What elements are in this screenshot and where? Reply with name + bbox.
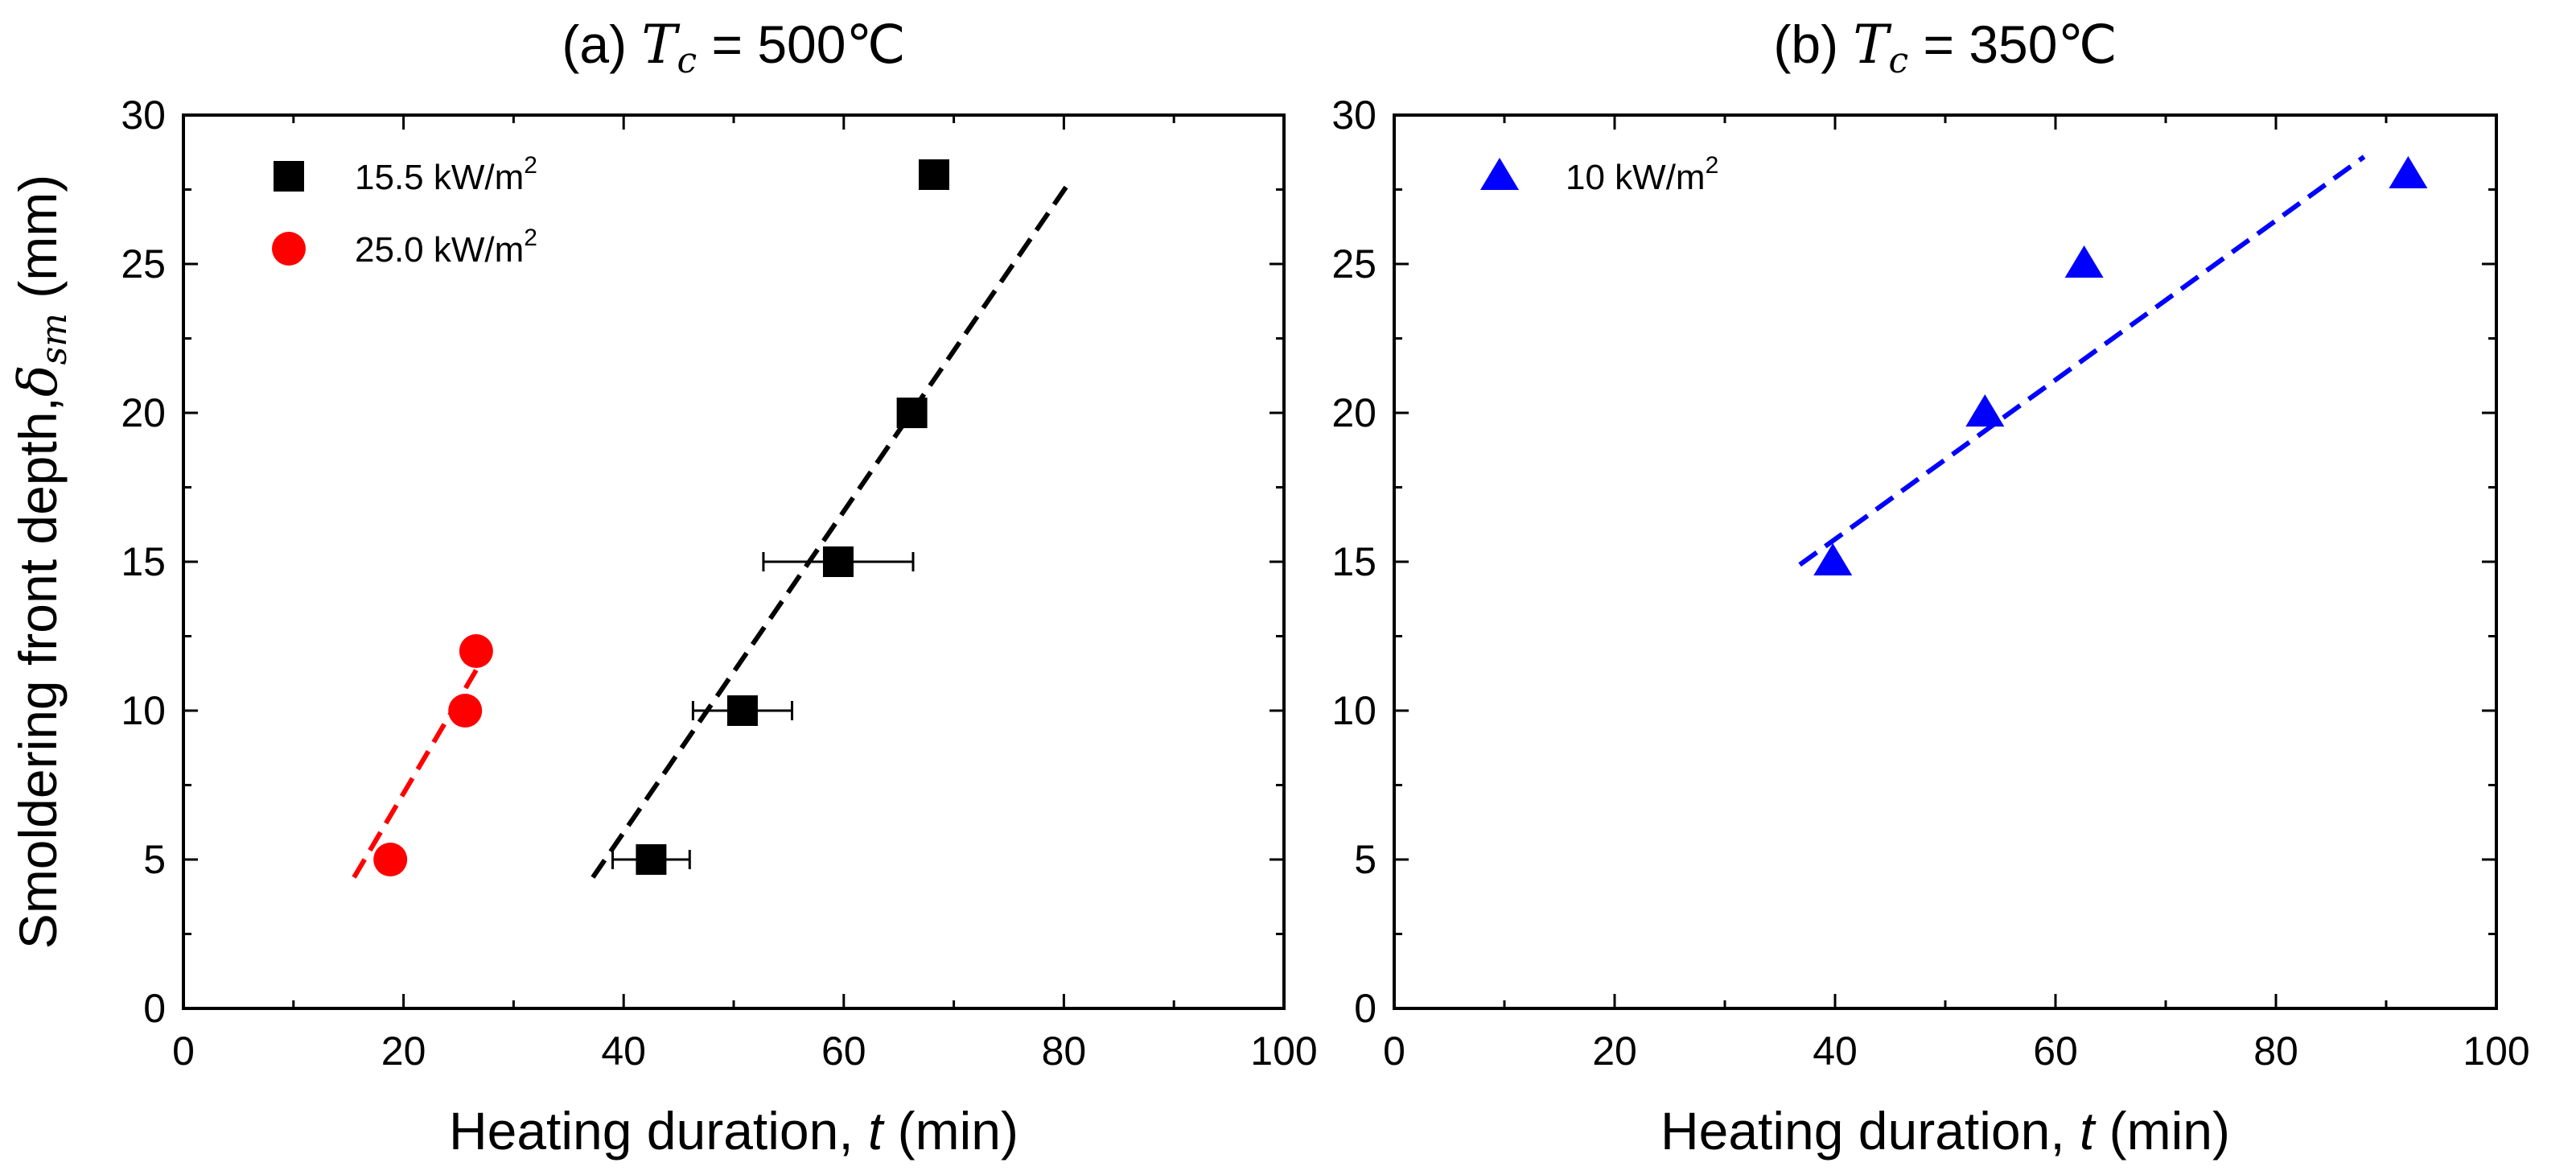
data-point — [448, 694, 483, 728]
x-axis-label: Heating duration, t (min) — [1660, 1101, 2230, 1161]
x-tick-label: 100 — [1250, 1029, 1317, 1074]
legend-label: 10 kW/m2 — [1566, 152, 1718, 197]
x-tick-label: 0 — [172, 1029, 195, 1074]
title-prefix: (a) — [562, 14, 641, 74]
data-point — [2064, 245, 2104, 278]
x-tick-label: 60 — [2033, 1029, 2078, 1074]
y-tick-label: 15 — [1331, 539, 1376, 584]
x-tick-label: 100 — [2463, 1029, 2529, 1074]
y-tick-label: 10 — [121, 688, 166, 733]
title-subscript: c — [1888, 40, 1908, 81]
data-point — [459, 634, 493, 668]
x-axis-label-unit: (min) — [883, 1101, 1018, 1161]
x-axis-label-unit: (min) — [2094, 1101, 2230, 1161]
x-tick-label: 20 — [1592, 1029, 1637, 1074]
legend-label-superscript: 2 — [524, 152, 537, 179]
plot-frame — [182, 113, 1286, 1010]
y-tick-label: 5 — [143, 837, 166, 882]
y-axis-label-unit: (mm) — [8, 175, 68, 313]
series-1: 25.0 kW/m2 — [272, 225, 537, 879]
fit-line — [352, 655, 487, 879]
y-tick-label: 10 — [1331, 688, 1376, 733]
data-point — [1813, 543, 1853, 575]
data-point — [822, 546, 854, 577]
y-tick-label: 30 — [121, 93, 166, 138]
legend-marker — [274, 161, 304, 192]
title-prefix: (b) — [1773, 14, 1853, 74]
x-tick-label: 20 — [381, 1029, 426, 1074]
y-tick-label: 5 — [1354, 837, 1376, 882]
data-point — [636, 844, 667, 875]
x-tick-label: 0 — [1383, 1029, 1405, 1074]
title-suffix: = 350℃ — [1908, 14, 2117, 74]
x-tick-label: 60 — [821, 1029, 866, 1074]
x-tick-label: 40 — [601, 1029, 646, 1074]
chart-title: (b) Tc = 350℃ — [1773, 14, 2117, 81]
y-tick-label: 20 — [1331, 390, 1376, 435]
legend-label-text: 25.0 kW/m — [355, 230, 524, 270]
title-suffix: = 500℃ — [697, 14, 905, 74]
y-tick-label: 25 — [1331, 241, 1376, 287]
plot-frame — [1393, 113, 2498, 1010]
x-tick-label: 80 — [2253, 1029, 2298, 1074]
y-tick-label: 30 — [1331, 93, 1376, 138]
title-subscript: c — [677, 40, 697, 81]
x-axis-label-text: Heating duration, — [449, 1101, 868, 1161]
x-axis-label-var: t — [2080, 1101, 2097, 1161]
data-point — [896, 398, 928, 428]
legend-label-superscript: 2 — [524, 225, 537, 251]
data-point — [373, 843, 408, 876]
y-axis-label-text: Smoldering front depth, — [8, 397, 68, 949]
fit-line — [1798, 155, 2366, 567]
fit-line — [591, 179, 1073, 879]
x-axis-label: Heating duration, t (min) — [449, 1101, 1018, 1161]
legend-label-text: 10 kW/m — [1566, 158, 1706, 197]
panel-a: 0 20 40 60 80 100 0 5 10 15 20 25 30 (a) Tc = 500℃ Hea… — [7, 14, 1318, 1161]
series-0: 15.5 kW/m2 — [274, 152, 1073, 879]
title-symbol: T — [1853, 14, 1892, 76]
data-point — [726, 695, 758, 726]
series-0: 10 kW/m2 — [1480, 152, 2428, 575]
x-axis-label-var: t — [868, 1101, 885, 1161]
chart-title: (a) Tc = 500℃ — [562, 14, 905, 81]
data-point — [918, 159, 949, 190]
y-tick-label: 15 — [121, 539, 166, 584]
y-axis-label-var: δ — [7, 365, 69, 397]
legend-label: 25.0 kW/m2 — [355, 225, 537, 270]
legend-label-text: 15.5 kW/m — [355, 158, 524, 197]
data-point — [2389, 156, 2428, 188]
y-tick-label: 0 — [1354, 986, 1376, 1031]
y-axis-label-subscript: sm — [34, 313, 75, 365]
x-tick-label: 40 — [1813, 1029, 1858, 1074]
y-tick-label: 0 — [143, 986, 166, 1031]
legend-marker — [272, 232, 306, 266]
panel-b: 0 20 40 60 80 100 0 5 10 15 20 25 30 (b) Tc = 350℃ Hea… — [1331, 14, 2529, 1161]
legend-label: 15.5 kW/m2 — [355, 152, 537, 197]
y-axis-label: Smoldering front depth,δsm (mm) — [7, 175, 75, 949]
x-axis-label-text: Heating duration, — [1660, 1101, 2080, 1161]
x-tick-label: 80 — [1042, 1029, 1087, 1074]
data-point — [1965, 394, 2005, 427]
legend-marker — [1480, 158, 1519, 190]
title-symbol: T — [641, 14, 681, 76]
y-tick-label: 25 — [121, 241, 166, 287]
y-tick-label: 20 — [121, 390, 166, 435]
legend-label-superscript: 2 — [1706, 152, 1719, 179]
